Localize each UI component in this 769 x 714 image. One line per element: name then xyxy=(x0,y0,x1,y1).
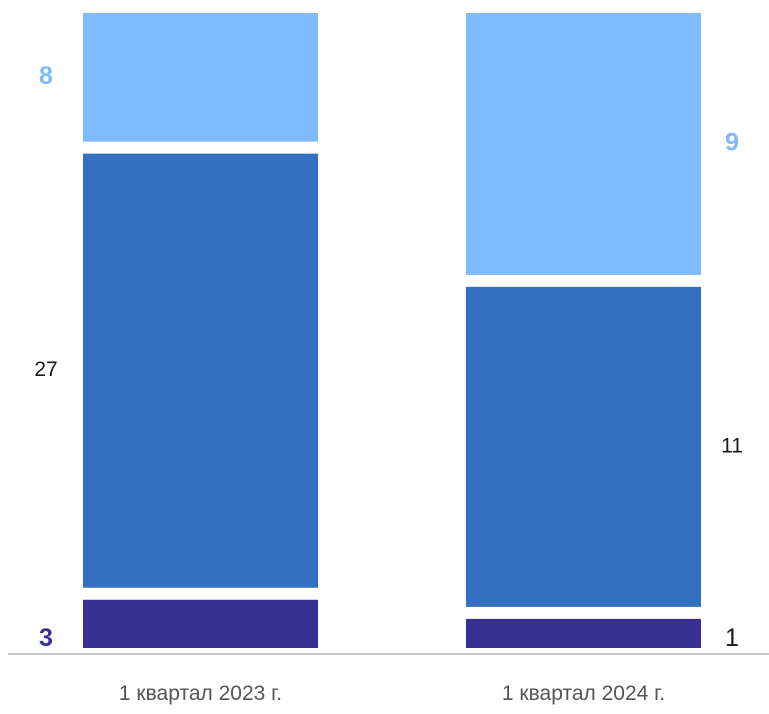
x-axis-tick-labels: 1 квартал 2023 г. 1 квартал 2024 г. xyxy=(119,682,665,705)
bar-segment xyxy=(466,286,701,607)
x-tick-label: 1 квартал 2023 г. xyxy=(119,682,282,705)
bar-segment xyxy=(466,618,701,648)
value-label: 11 xyxy=(721,434,743,457)
bar-segment xyxy=(83,13,318,142)
bar-segment xyxy=(466,13,701,275)
bar-segment xyxy=(83,153,318,588)
value-label: 3 xyxy=(39,624,53,652)
value-label: 27 xyxy=(34,358,57,381)
value-label: 8 xyxy=(39,62,53,90)
bar-segment xyxy=(83,599,318,648)
bars-layer xyxy=(83,13,701,648)
value-label: 1 xyxy=(725,624,739,652)
x-tick-label: 1 квартал 2024 г. xyxy=(502,682,665,705)
value-label: 9 xyxy=(725,129,739,157)
